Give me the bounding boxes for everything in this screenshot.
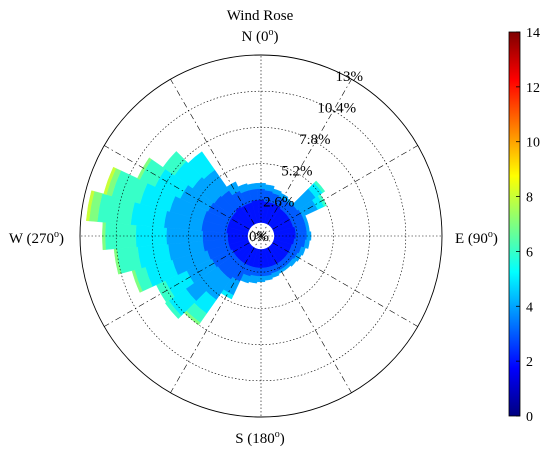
outer-ring: [79, 54, 443, 418]
grid-spoke: [260, 145, 418, 237]
radial-tick-label: 10.4%: [317, 101, 356, 117]
chart-title: Wind Rose: [227, 8, 294, 24]
grid-spoke: [260, 79, 352, 237]
wedge-segment: [86, 190, 95, 222]
grid-ring: [188, 163, 334, 309]
wedge-segment: [247, 183, 258, 191]
wedge-segment: [137, 157, 152, 180]
radial-tick-labels: 0% 2.6% 5.2% 7.8% 10.4% 13%: [249, 69, 363, 245]
wedge-segment: [164, 300, 182, 319]
east-label: E (90o): [455, 229, 498, 247]
wedge-segment: [288, 258, 297, 267]
wedge-segment: [313, 180, 326, 194]
colorbar-tick-label: 4: [526, 300, 533, 315]
radial-tick-label: 0%: [249, 229, 269, 245]
south-label: S (180o): [235, 429, 285, 447]
radial-tick-label: 2.6%: [263, 195, 294, 211]
colorbar-tick-label: 2: [526, 355, 533, 370]
colorbar-tick-label: 10: [526, 136, 540, 151]
grid-spoke: [104, 145, 262, 237]
grid-spoke: [170, 235, 262, 393]
wedge-segment: [264, 184, 275, 192]
colorbar-tick-label: 0: [526, 410, 533, 425]
wedge-segment: [162, 151, 187, 176]
radial-tick-label: 13%: [336, 69, 364, 85]
polar-grid: [79, 54, 443, 418]
colorbar-tick-label: 14: [526, 26, 540, 41]
wedge-segment: [103, 166, 117, 195]
grid-spoke: [260, 235, 418, 327]
colorbar-tick-label: 8: [526, 191, 533, 206]
colorbar-tick-label: 12: [526, 81, 540, 96]
north-label: N (0o): [241, 27, 278, 45]
radial-tick-label: 7.8%: [299, 132, 330, 148]
wedge-segment: [187, 151, 215, 180]
wedge-segment: [298, 246, 306, 256]
radial-tick-label: 5.2%: [281, 163, 312, 179]
colorbar-ticks: 0 2 4 6 8 10 12 14: [516, 26, 540, 425]
wedge-segment: [303, 239, 310, 249]
grid-spoke: [170, 79, 262, 237]
wedge-segment: [237, 183, 249, 194]
colorbar: [508, 31, 521, 417]
grid-spoke: [104, 235, 262, 327]
wedge-segment: [306, 231, 312, 241]
west-label: W (270o): [9, 229, 64, 247]
wedge-segment: [272, 188, 282, 196]
colorbar-tick-label: 6: [526, 245, 533, 260]
grid-spoke: [260, 235, 352, 393]
